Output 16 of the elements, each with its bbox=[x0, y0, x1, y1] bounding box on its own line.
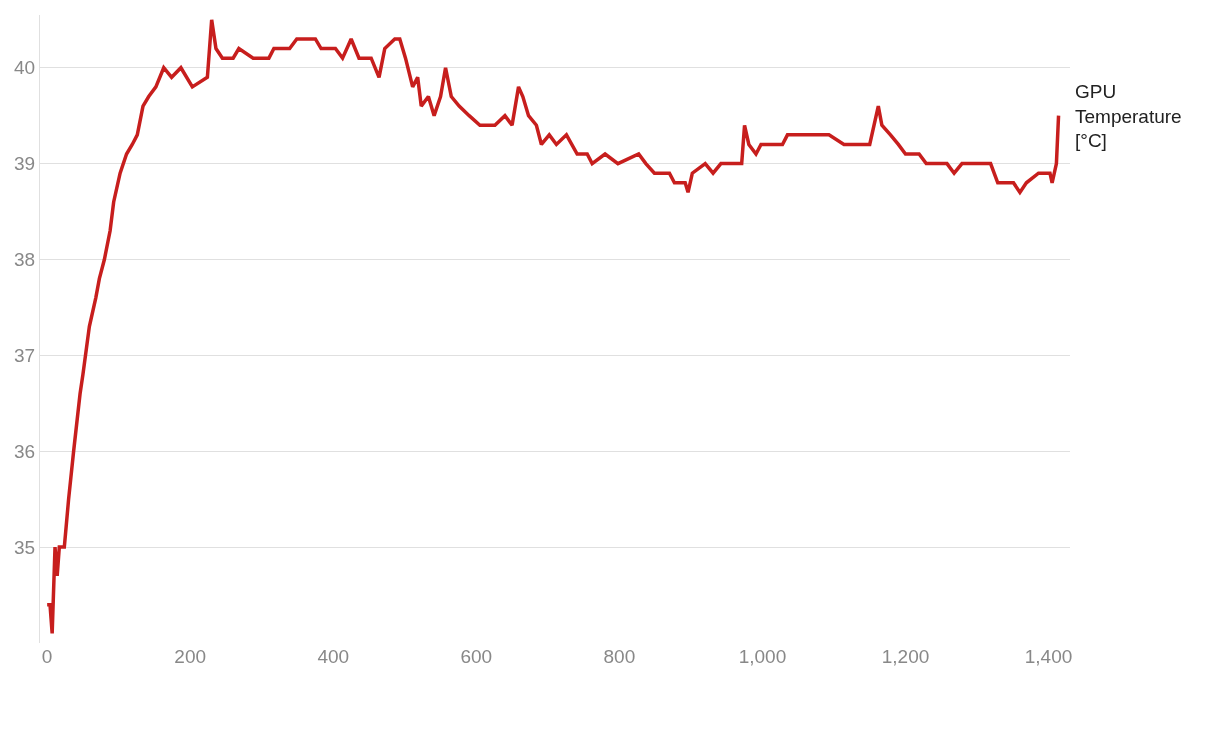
y-tick-label: 38 bbox=[14, 249, 36, 271]
y-tick-label: 37 bbox=[14, 345, 36, 367]
x-tick-label: 1,400 bbox=[1024, 646, 1073, 667]
x-tick-label: 800 bbox=[603, 646, 636, 667]
line-series bbox=[45, 18, 1061, 636]
x-tick-label: 400 bbox=[317, 646, 350, 667]
series-label: GPU Temperature [°C] bbox=[1075, 81, 1182, 152]
x-tick-label: 200 bbox=[174, 646, 207, 667]
y-tick-label: 39 bbox=[14, 153, 36, 175]
x-tick-label: 600 bbox=[460, 646, 493, 667]
y-tick-label: 35 bbox=[14, 536, 36, 558]
x-tick-label: 1,200 bbox=[881, 646, 930, 667]
y-tick-label: 40 bbox=[14, 57, 36, 79]
x-tick-label: 1,000 bbox=[738, 646, 787, 667]
x-tick-label: 0 bbox=[41, 646, 53, 667]
y-tick-label: 36 bbox=[14, 440, 36, 462]
